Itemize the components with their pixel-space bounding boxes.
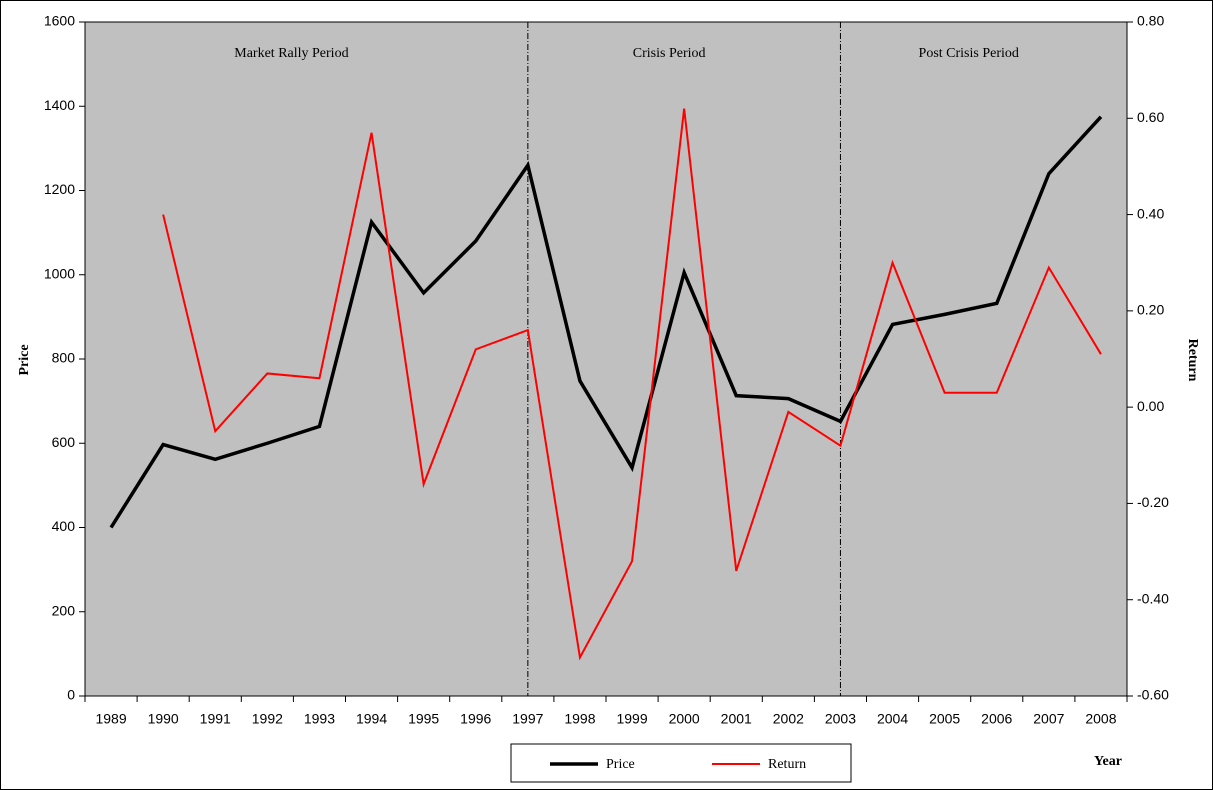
x-tick-label: 1991 bbox=[200, 711, 231, 727]
series-line bbox=[109, 115, 1103, 529]
y-tick-label: 800 bbox=[52, 350, 76, 366]
period-label: Post Crisis Period bbox=[919, 46, 1019, 61]
x-tick-label: 2004 bbox=[877, 711, 908, 727]
y2-tick-label: 0.20 bbox=[1137, 302, 1164, 318]
x-tick-label: 2005 bbox=[929, 711, 960, 727]
y-tick-label: 0 bbox=[67, 687, 75, 703]
x-tick-label: 2006 bbox=[981, 711, 1012, 727]
x-tick-label: 2003 bbox=[825, 711, 856, 727]
y2-tick-label: 0.60 bbox=[1137, 109, 1164, 125]
period-label: Crisis Period bbox=[633, 46, 706, 61]
y-tick-label: 1000 bbox=[44, 265, 75, 281]
y-tick-label: 1400 bbox=[44, 97, 75, 113]
x-tick-label: 2001 bbox=[721, 711, 752, 727]
x-tick-label: 1996 bbox=[460, 711, 491, 727]
y2-tick-label: 0.80 bbox=[1137, 13, 1164, 29]
x-tick-label: 2000 bbox=[669, 711, 700, 727]
y2-tick-label: 0.00 bbox=[1137, 398, 1164, 414]
y-tick-label: 1200 bbox=[44, 181, 75, 197]
y2-tick-label: -0.20 bbox=[1137, 494, 1169, 510]
x-tick-label: 1999 bbox=[616, 711, 647, 727]
x-tick-label: 1994 bbox=[356, 711, 387, 727]
x-tick-label: 1997 bbox=[512, 711, 543, 727]
y-axis-title: Price bbox=[17, 344, 32, 375]
y2-tick-label: -0.60 bbox=[1137, 687, 1169, 703]
y-tick-label: 600 bbox=[52, 434, 76, 450]
y2-tick-label: -0.40 bbox=[1137, 590, 1169, 606]
x-tick-label: 1992 bbox=[252, 711, 283, 727]
legend-label: Return bbox=[768, 757, 806, 772]
x-tick-label: 1990 bbox=[148, 711, 179, 727]
x-tick-label: 1989 bbox=[95, 711, 126, 727]
legend-label: Price bbox=[606, 757, 635, 772]
x-axis-title: Year bbox=[1094, 754, 1122, 769]
x-tick-label: 1998 bbox=[564, 711, 595, 727]
x-tick-label: 2008 bbox=[1085, 711, 1116, 727]
x-tick-label: 2002 bbox=[773, 711, 804, 727]
plot-area bbox=[84, 21, 1128, 697]
y-tick-label: 1600 bbox=[44, 13, 75, 29]
x-tick-label: 2007 bbox=[1033, 711, 1064, 727]
x-tick-label: 1995 bbox=[408, 711, 439, 727]
y-tick-label: 200 bbox=[52, 602, 76, 618]
y2-axis-title: Return bbox=[1185, 339, 1200, 382]
y-tick-label: 400 bbox=[52, 518, 76, 534]
period-label: Market Rally Period bbox=[234, 46, 348, 61]
series-line bbox=[162, 108, 1102, 661]
y2-tick-label: 0.40 bbox=[1137, 205, 1164, 221]
x-tick-label: 1993 bbox=[304, 711, 335, 727]
